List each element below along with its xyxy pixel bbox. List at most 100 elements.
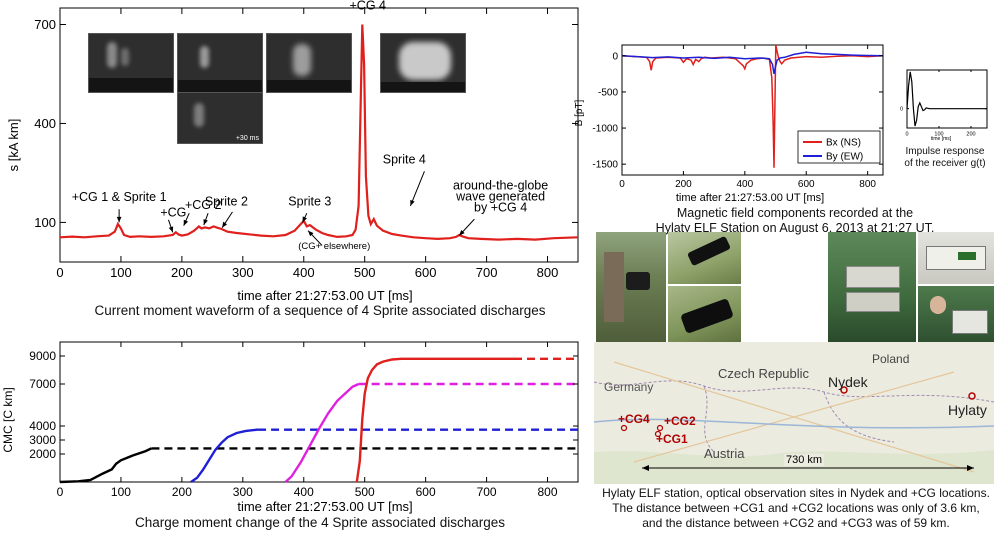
annotation-label: +CG 1 & Sprite 1 xyxy=(72,190,167,204)
legend-entry: By (EW) xyxy=(826,152,863,163)
plot-frame xyxy=(906,69,988,129)
annotation-label: Sprite 3 xyxy=(288,194,331,208)
main-chart-caption: Current moment waveform of a sequence of… xyxy=(94,303,546,318)
sprite-frame-4 xyxy=(380,33,466,93)
y-tick-label: 4000 xyxy=(29,419,56,433)
annotation-arrowhead xyxy=(222,221,228,228)
annotation-arrowhead xyxy=(308,230,314,237)
x-tick-label: 600 xyxy=(415,265,437,280)
impulse-response-chart: 0 100 200 0 time [ms] xyxy=(900,69,988,142)
annotation-label: wave generated xyxy=(455,189,545,203)
annotation-label: by +CG 4 xyxy=(474,201,527,215)
y-tick-label: 0 xyxy=(612,51,618,62)
map-caption-line-2: The distance between +CG1 and +CG2 locat… xyxy=(612,501,980,515)
y-tick-label: 7000 xyxy=(29,377,56,391)
cg1-marker xyxy=(654,430,662,438)
x-tick-label: 100 xyxy=(934,132,943,138)
annotation-label: Sprite 2 xyxy=(205,194,248,208)
photo-receiver xyxy=(918,232,994,284)
x-tick-label: 600 xyxy=(798,179,815,190)
annotation-arrowhead xyxy=(410,199,415,206)
x-tick-label: 600 xyxy=(416,485,436,499)
annotation-arrowhead xyxy=(302,216,307,223)
x-tick-label: 400 xyxy=(736,179,753,190)
annotation-arrowhead xyxy=(203,219,208,226)
map-label-czech: Czech Republic xyxy=(718,366,810,381)
annotation-label: +CG xyxy=(160,205,186,219)
cmc-x-axis-label: time after 21:27:53.00 UT [ms] xyxy=(237,499,412,514)
x-tick-label: 200 xyxy=(172,485,192,499)
y-tick-label: 9000 xyxy=(29,349,56,363)
series-line-0 xyxy=(906,71,987,127)
main-y-axis-label: s [kA km] xyxy=(6,119,21,172)
series-line-0 xyxy=(59,24,579,241)
magnetic-field-chart: 0 200 400 600 800 0 -500 -1000 -1500 Bx (NS) By (… xyxy=(574,44,884,204)
x-tick-label: 100 xyxy=(111,485,131,499)
map-label-austria: Austria xyxy=(704,446,745,461)
impulse-caption-line-2: of the receiver g(t) xyxy=(904,158,986,169)
x-tick-label: 500 xyxy=(354,265,376,280)
sprite-frame-2 xyxy=(177,33,263,93)
annotation-label: (CG+ elsewhere) xyxy=(298,241,370,252)
photo-telescope-2 xyxy=(668,286,741,342)
hylaty-marker xyxy=(968,392,976,400)
series-line-3 xyxy=(355,357,514,483)
x-tick-label: 800 xyxy=(538,485,558,499)
series-line-1 xyxy=(621,51,884,75)
map-caption-line-1: Hylaty ELF station, optical observation … xyxy=(602,486,990,500)
x-tick-label: 300 xyxy=(233,485,253,499)
photo-station-shelter xyxy=(828,232,916,342)
y-tick-label: 400 xyxy=(34,116,56,131)
x-tick-label: 0 xyxy=(619,179,625,190)
current-moment-chart: 0 100 200 300 400 500 600 700 800 100 400 700 +CG 1… xyxy=(6,0,579,303)
imp-x-axis-label: time [ms] xyxy=(931,136,952,142)
x-tick-label: 800 xyxy=(537,265,559,280)
x-tick-label: 200 xyxy=(675,179,692,190)
plot-frame xyxy=(59,341,579,483)
y-tick-label: -1500 xyxy=(592,160,618,171)
x-tick-label: 200 xyxy=(171,265,193,280)
x-tick-label: 0 xyxy=(905,132,908,138)
x-tick-label: 200 xyxy=(966,132,975,138)
mag-y-axis-label: B [pT] xyxy=(574,99,585,126)
x-tick-label: 500 xyxy=(355,485,375,499)
annotation-label: +CG 4 xyxy=(350,0,387,13)
map-label-cg4: +CG4 xyxy=(618,412,650,426)
annotation-arrowhead xyxy=(116,216,122,223)
cg2-marker xyxy=(656,424,664,432)
y-tick-label: 0 xyxy=(900,107,903,113)
series-line-2 xyxy=(284,382,360,483)
map-central-europe: Germany Czech Republic Poland Austria Ny… xyxy=(594,342,994,484)
annotation-arrowhead xyxy=(183,219,189,226)
nydek-marker xyxy=(840,386,848,394)
x-tick-label: 0 xyxy=(56,265,63,280)
mag-caption-line-2: Hylaty ELF Station on August 6, 2013 at … xyxy=(655,221,935,235)
mag-x-axis-label: time after 21:27:53.00 UT [ms] xyxy=(676,192,824,204)
legend-box xyxy=(797,130,881,164)
distance-arrow xyxy=(642,465,974,471)
impulse-caption-line-1: Impulse response xyxy=(905,146,985,157)
map-label-distance: 730 km xyxy=(784,454,825,466)
series-line-1 xyxy=(190,428,259,483)
annotation-label: +CG 2 xyxy=(185,198,222,212)
cmc-y-axis-label: CMC [C km] xyxy=(1,387,15,452)
sprite-frame-1 xyxy=(88,33,174,93)
annotation-arrowhead xyxy=(459,229,465,236)
cg4-marker xyxy=(620,424,628,432)
impulse-response-caption: Impulse response of the receiver g(t) xyxy=(895,146,995,170)
map-label-cg1: +CG1 xyxy=(656,432,688,446)
x-tick-label: 100 xyxy=(110,265,132,280)
map-label-cg2: +CG2 xyxy=(664,414,696,428)
x-tick-label: 700 xyxy=(477,485,497,499)
annotation-label: around-the-globe xyxy=(453,178,548,192)
y-tick-label: 3000 xyxy=(29,433,56,447)
plot-frame xyxy=(621,44,884,176)
x-tick-label: 300 xyxy=(232,265,254,280)
map-label-hylaty: Hylaty xyxy=(948,402,987,418)
y-tick-label: 700 xyxy=(34,17,56,32)
x-tick-label: 700 xyxy=(476,265,498,280)
sprite-frame-3 xyxy=(266,33,352,93)
map-caption: Hylaty ELF station, optical observation … xyxy=(594,486,998,531)
annotation-arrowhead xyxy=(168,226,174,233)
map-label-nydek: Nydek xyxy=(828,374,868,390)
